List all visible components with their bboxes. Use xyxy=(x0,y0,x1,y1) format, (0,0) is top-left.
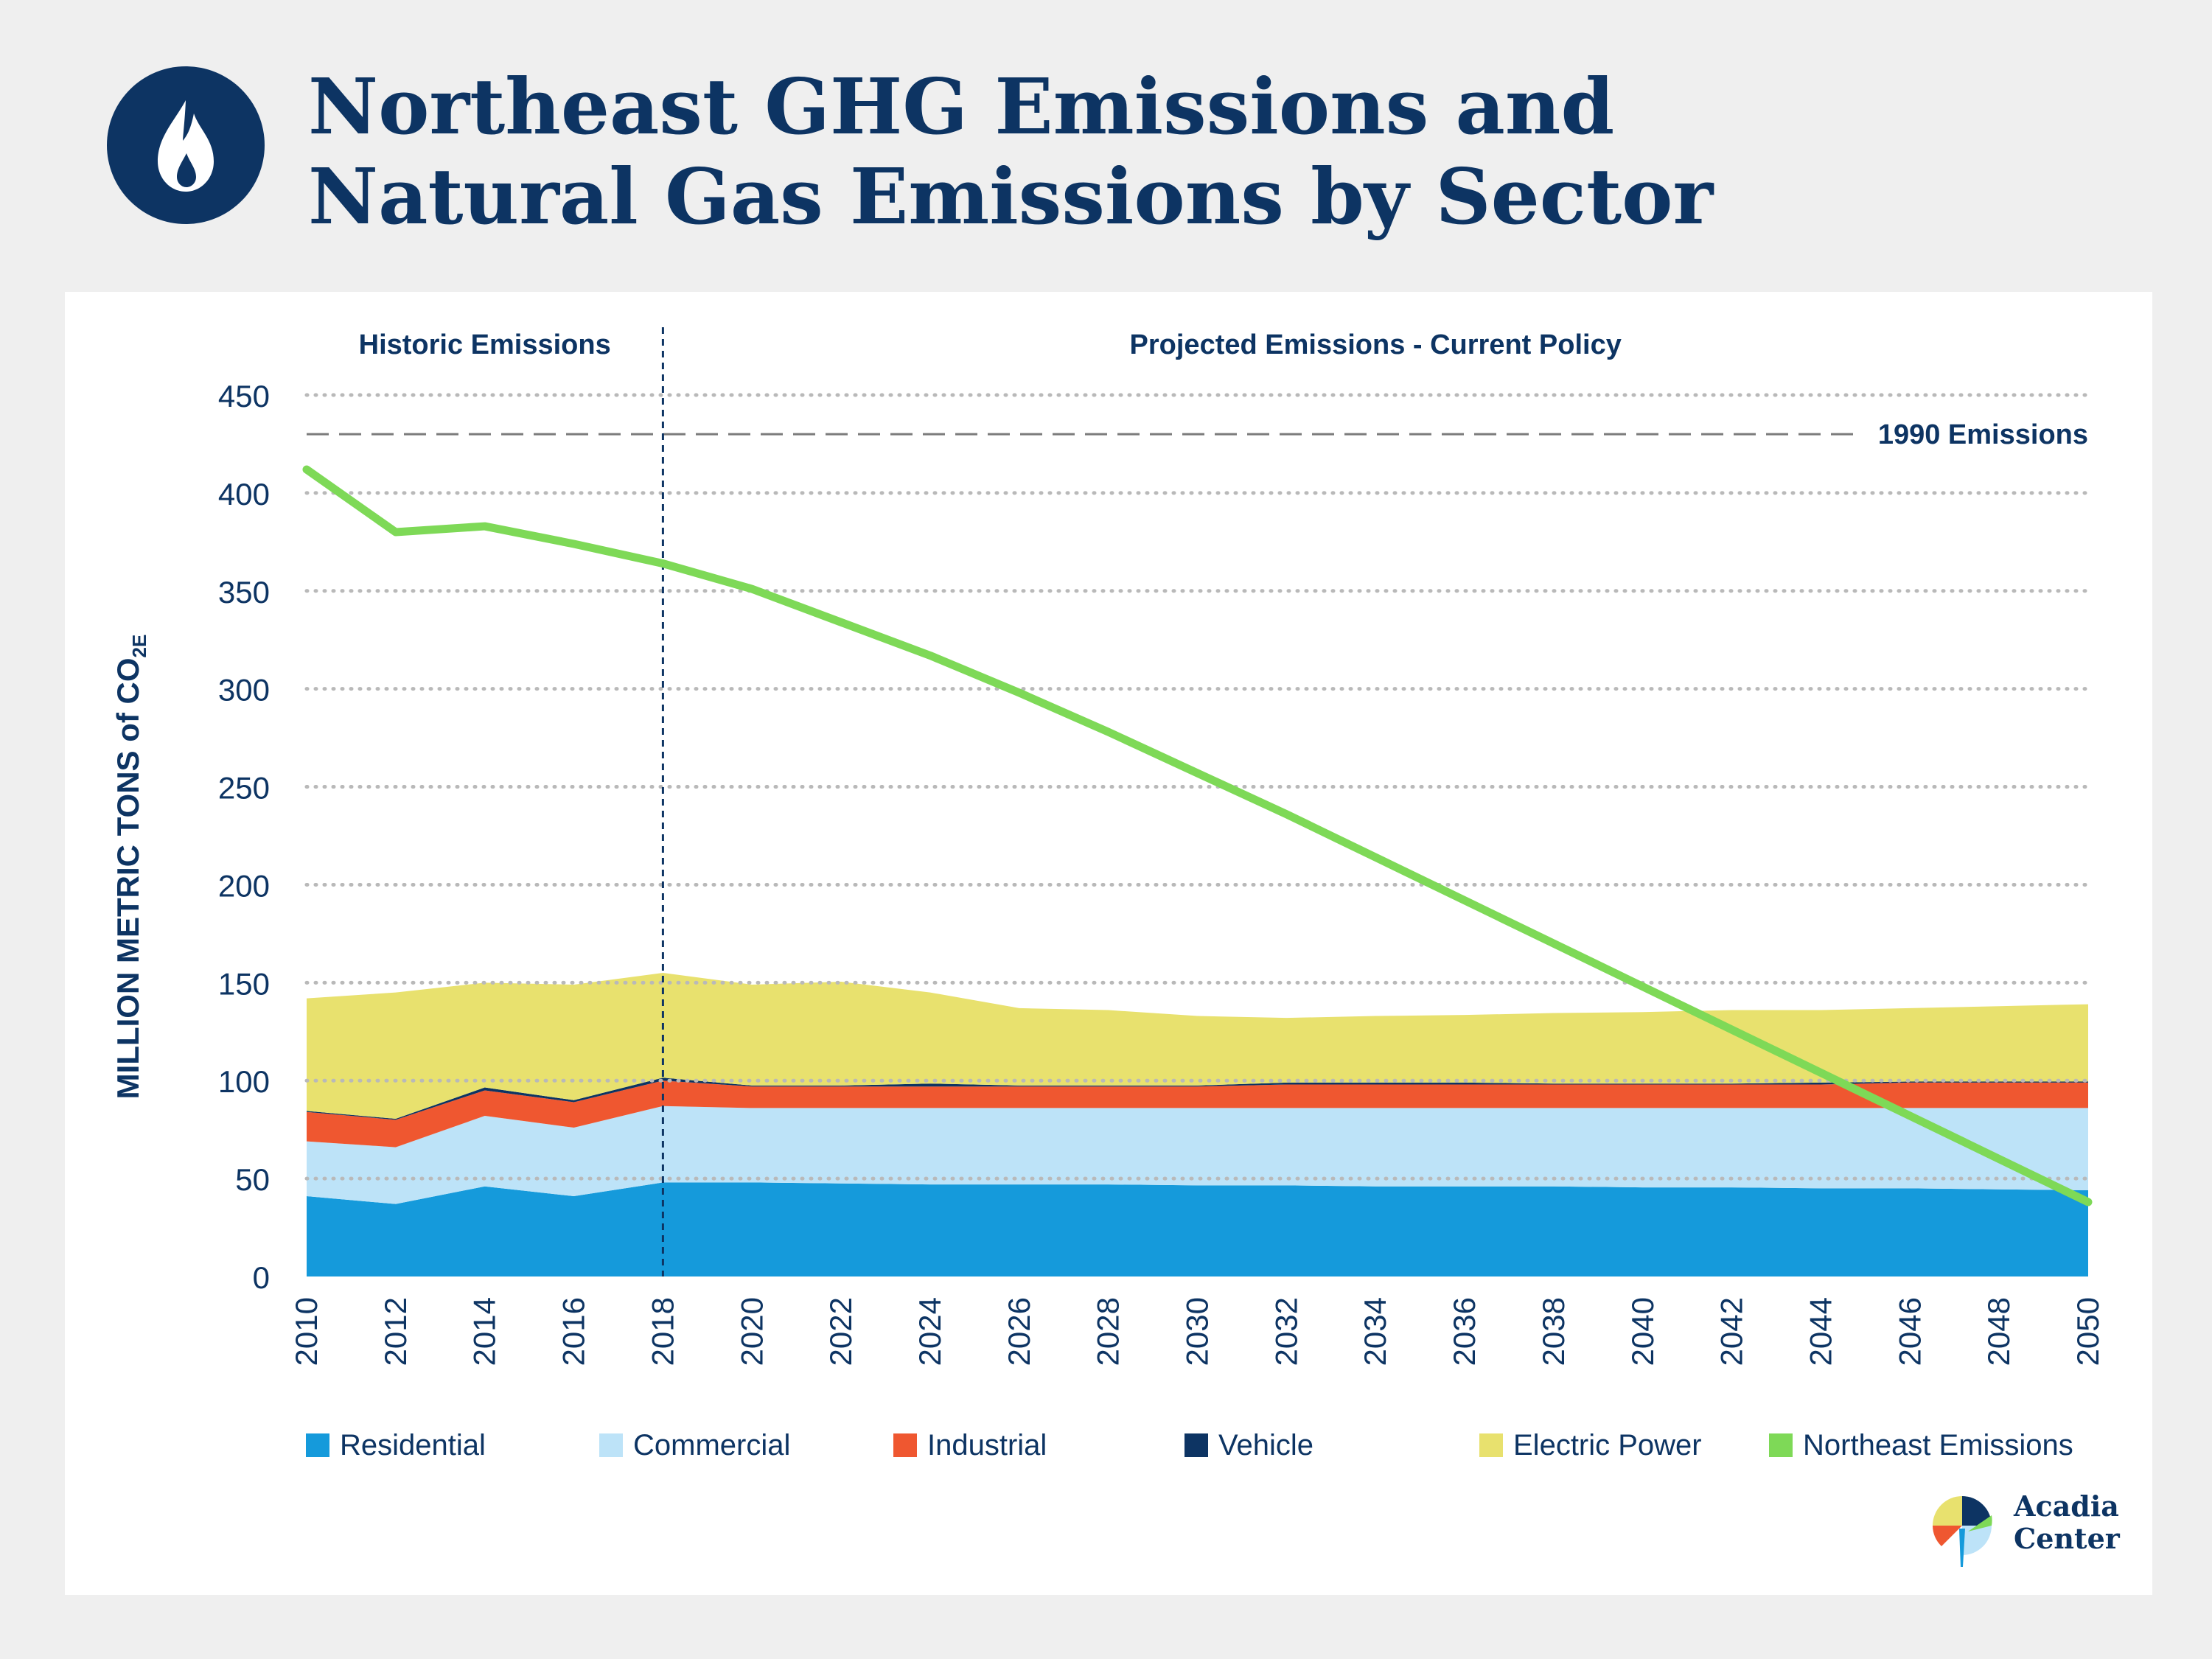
y-tick-label: 250 xyxy=(218,771,270,806)
chart-card: 1990 Emissions Historic Emissions Projecte… xyxy=(65,292,2152,1595)
projected-emissions-label: Projected Emissions - Current Policy xyxy=(1130,329,1622,360)
acadia-center-logo: Acadia Center xyxy=(1924,1487,2138,1568)
y-tick-label: 350 xyxy=(218,575,270,610)
page-title: Northeast GHG Emissions and Natural Gas … xyxy=(308,62,2003,242)
x-tick-label: 2014 xyxy=(467,1297,502,1366)
line-northeast-emissions xyxy=(302,465,2093,1206)
x-tick-label: 2030 xyxy=(1180,1297,1215,1366)
legend-swatch-commercial xyxy=(599,1433,623,1457)
x-tick-label: 2016 xyxy=(557,1297,591,1366)
x-tick-label: 2018 xyxy=(645,1297,680,1366)
y-tick-label: 450 xyxy=(218,379,270,413)
area-residential xyxy=(307,1182,2088,1276)
title-line-2: Natural Gas Emissions by Sector xyxy=(308,151,1714,242)
x-tick-label: 2046 xyxy=(1892,1297,1927,1366)
legend: Residential Commercial Industrial Vehicle El… xyxy=(306,1427,2104,1464)
x-tick-label: 2048 xyxy=(1981,1297,2016,1366)
y-tick-label: 400 xyxy=(218,477,270,511)
area-vehicle xyxy=(307,1078,2088,1120)
legend-swatch-electric-power xyxy=(1479,1433,1503,1457)
area-industrial xyxy=(307,1080,2088,1148)
y-axis-title: MILLION METRIC TONS of CO2E xyxy=(111,635,150,1100)
y-axis-title-subscript: 2E xyxy=(128,635,150,658)
legend-swatch-northeast-emissions xyxy=(1769,1433,1793,1457)
brand-name-line-2: Center xyxy=(2014,1522,2120,1555)
y-tick-label: 0 xyxy=(253,1260,270,1295)
brand-name-line-1: Acadia xyxy=(2014,1489,2119,1523)
reference-line-label: 1990 Emissions xyxy=(1878,419,2088,450)
brand-name: Acadia Center xyxy=(2014,1490,2120,1555)
x-tick-label: 2024 xyxy=(913,1297,947,1366)
legend-swatch-industrial xyxy=(893,1433,917,1457)
legend-label-industrial: Industrial xyxy=(927,1429,1047,1461)
legend-label-vehicle: Vehicle xyxy=(1218,1429,1313,1461)
y-tick-label: 200 xyxy=(218,868,270,903)
x-tick-label: 2010 xyxy=(289,1297,324,1366)
x-tick-label: 2012 xyxy=(378,1297,413,1366)
title-line-1: Northeast GHG Emissions and xyxy=(308,61,1615,152)
historic-emissions-label: Historic Emissions xyxy=(359,329,611,360)
flame-icon xyxy=(107,66,265,224)
y-tick-label: 50 xyxy=(235,1162,270,1197)
x-tick-label: 2022 xyxy=(823,1297,858,1366)
x-tick-label: 2040 xyxy=(1625,1297,1660,1366)
x-tick-label: 2028 xyxy=(1091,1297,1126,1366)
emissions-chart: 1990 Emissions Historic Emissions Projecte… xyxy=(111,327,2105,1366)
legend-label-commercial: Commercial xyxy=(633,1429,791,1461)
legend-label-electric-power: Electric Power xyxy=(1513,1429,1702,1461)
x-tick-label: 2044 xyxy=(1803,1297,1838,1366)
x-tick-label: 2038 xyxy=(1536,1297,1571,1366)
x-tick-label: 2020 xyxy=(734,1297,769,1366)
legend-swatch-vehicle xyxy=(1184,1433,1208,1457)
y-tick-label: 150 xyxy=(218,966,270,1001)
legend-label-residential: Residential xyxy=(340,1429,486,1461)
acadia-center-logo-icon xyxy=(1933,1496,1992,1567)
y-tick-label: 300 xyxy=(218,673,270,708)
x-tick-label: 2026 xyxy=(1002,1297,1036,1366)
x-tick-label: 2036 xyxy=(1447,1297,1482,1366)
x-tick-label: 2032 xyxy=(1269,1297,1303,1366)
y-axis-title-main: MILLION METRIC TONS of CO xyxy=(111,657,145,1099)
x-tick-label: 2042 xyxy=(1714,1297,1749,1366)
x-tick-label: 2050 xyxy=(2070,1297,2105,1366)
y-tick-label: 100 xyxy=(218,1064,270,1099)
x-tick-label: 2034 xyxy=(1358,1297,1392,1366)
legend-label-northeast-emissions: Northeast Emissions xyxy=(1803,1429,2073,1461)
legend-swatch-residential xyxy=(306,1433,329,1457)
